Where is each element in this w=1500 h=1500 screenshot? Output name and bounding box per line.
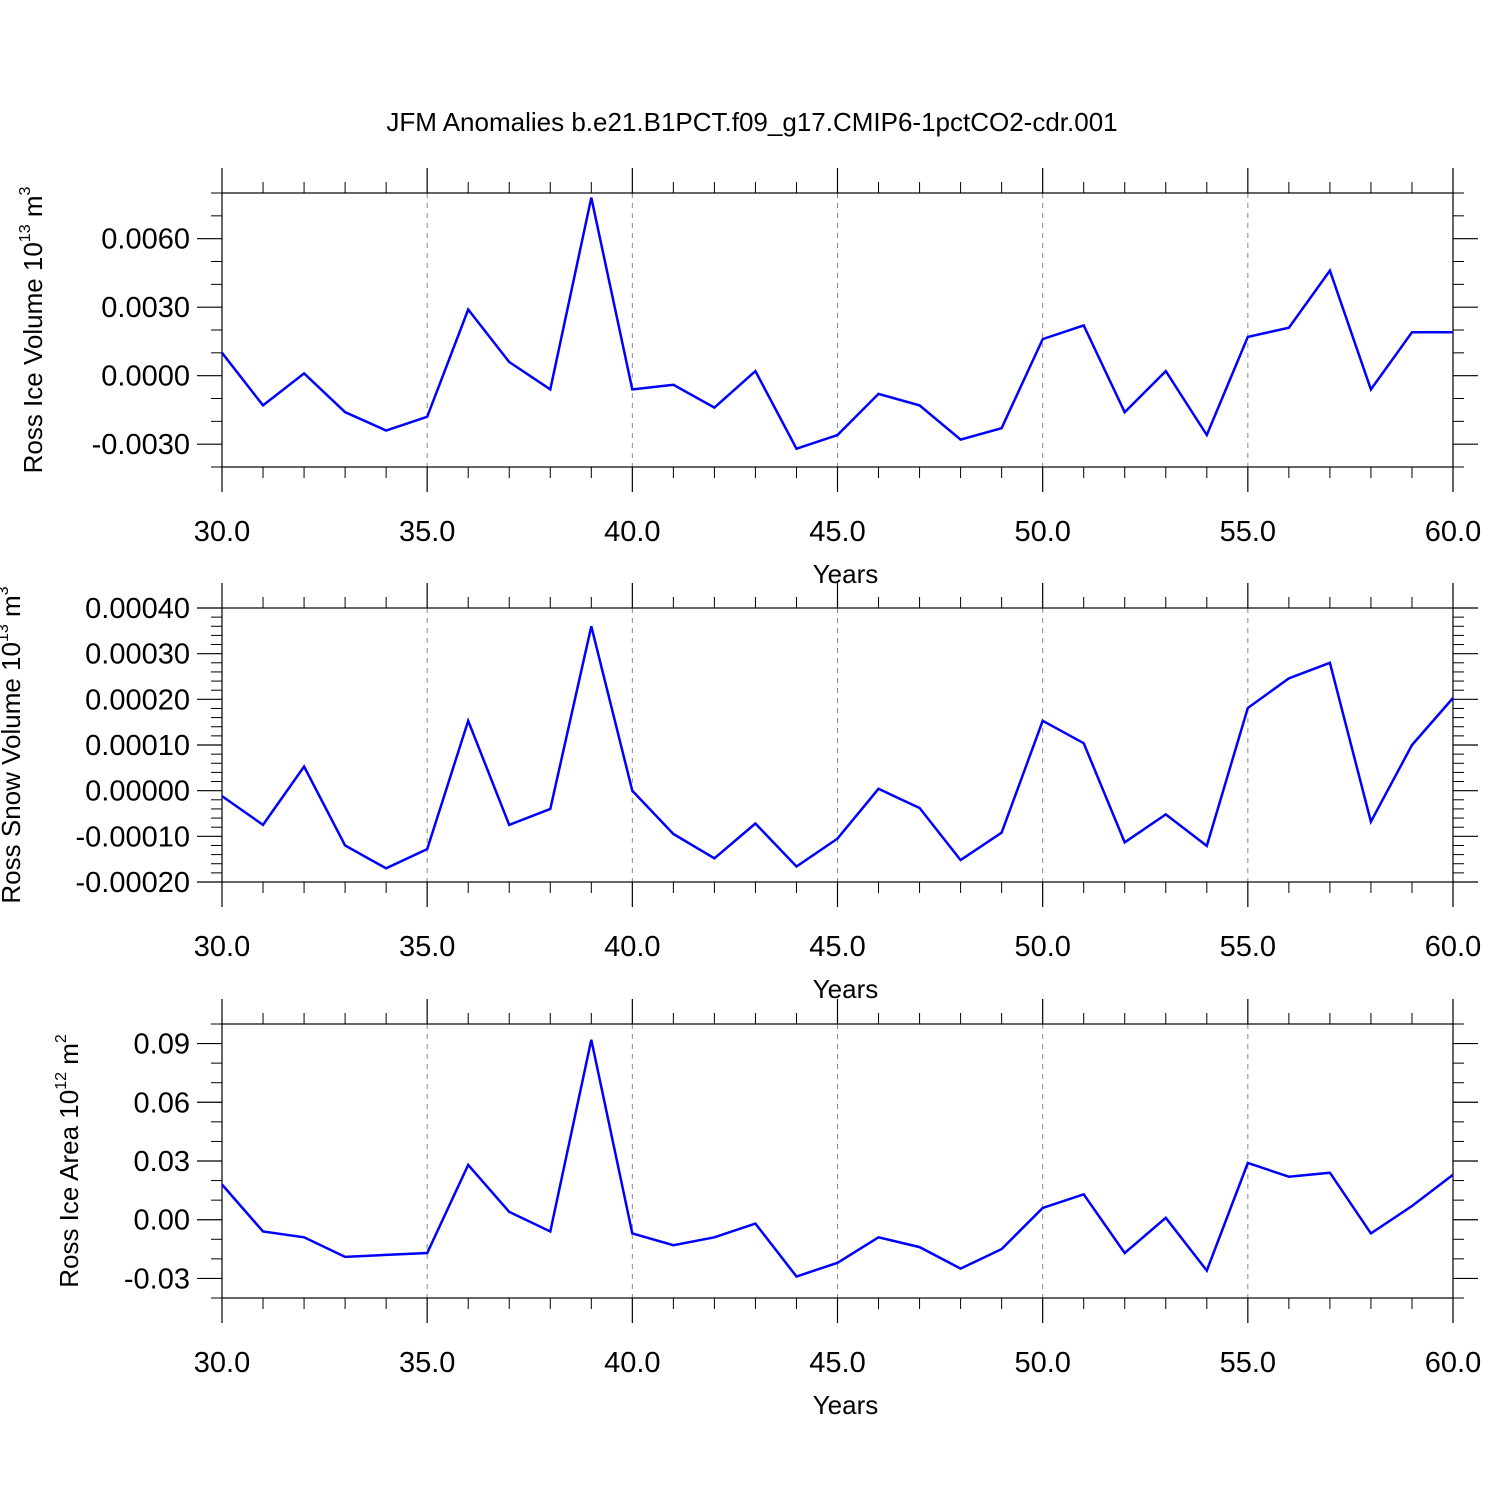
- y-tick-label: 0.00040: [85, 593, 190, 625]
- y-tick-label: 0.06: [134, 1087, 190, 1119]
- y-tick-label: 0.00020: [85, 684, 190, 716]
- y-axis-label: Ross Ice Area 1012 m2: [53, 1034, 84, 1288]
- y-axis-label-exponent: 13: [0, 624, 12, 642]
- y-axis-label-unit-exponent: 2: [53, 1034, 70, 1043]
- x-axis-label: Years: [813, 559, 879, 589]
- y-axis-label-unit: m: [0, 595, 26, 624]
- y-axis-label-unit-exponent: 3: [0, 586, 12, 595]
- x-tick-label: 50.0: [1014, 1347, 1070, 1379]
- x-tick-label: 35.0: [399, 931, 455, 963]
- x-tick-label: 35.0: [399, 516, 455, 548]
- y-axis-label-exponent: 12: [53, 1072, 70, 1090]
- x-tick-label: 50.0: [1014, 516, 1070, 548]
- x-tick-label: 50.0: [1014, 931, 1070, 963]
- x-axis-label: Years: [813, 1390, 879, 1420]
- x-tick-label: 40.0: [604, 516, 660, 548]
- y-axis-label-unit: m: [18, 195, 48, 224]
- x-tick-label: 30.0: [194, 931, 250, 963]
- x-tick-label: 55.0: [1220, 516, 1276, 548]
- series-line: [221, 625, 1454, 870]
- y-axis-label: Ross Ice Volume 1013 m3: [17, 186, 48, 473]
- x-tick-label: 40.0: [604, 931, 660, 963]
- y-tick-label: 0.00010: [85, 730, 190, 762]
- y-axis-label-main: Ross Snow Volume 10: [0, 642, 26, 904]
- panel-snow-volume: 30.0 35.0 40.0 45.0 50.0 55.0 60.0 -0.00020 -0.0…: [0, 583, 1481, 1004]
- x-tick-label: 60.0: [1425, 931, 1481, 963]
- panel-ice-area: 30.0 35.0 40.0 45.0 50.0 55.0 60.0 -0.03 0.00 0.0…: [53, 999, 1481, 1420]
- x-tick-label: 30.0: [194, 1347, 250, 1379]
- x-tick-label: 45.0: [809, 1347, 865, 1379]
- y-tick-label: 0.0000: [101, 361, 190, 393]
- x-tick-label: 40.0: [604, 1347, 660, 1379]
- y-tick-label: 0.09: [134, 1029, 190, 1061]
- series-line: [221, 197, 1453, 451]
- y-tick-label: 0.00030: [85, 639, 190, 671]
- x-tick-label: 30.0: [194, 516, 250, 548]
- y-tick-label: 0.00000: [85, 776, 190, 808]
- y-axis-label-unit-exponent: 3: [17, 186, 34, 195]
- y-axis-label: Ross Snow Volume 1013 m3: [0, 586, 26, 903]
- y-tick-label: -0.00010: [76, 821, 191, 853]
- y-tick-label: -0.0030: [92, 429, 190, 461]
- y-tick-label: 0.03: [134, 1146, 190, 1178]
- y-tick-label: 0.0060: [101, 224, 190, 256]
- x-axis-label: Years: [813, 974, 879, 1004]
- y-tick-label: 0.00: [134, 1205, 190, 1237]
- figure-title: JFM Anomalies b.e21.B1PCT.f09_g17.CMIP6-…: [386, 107, 1117, 137]
- y-tick-label: -0.03: [124, 1263, 190, 1295]
- series-line: [221, 1039, 1454, 1278]
- x-tick-label: 60.0: [1425, 516, 1481, 548]
- y-tick-label: 0.0030: [101, 292, 190, 324]
- x-tick-label: 55.0: [1220, 1347, 1276, 1379]
- x-tick-label: 35.0: [399, 1347, 455, 1379]
- x-tick-label: 55.0: [1220, 931, 1276, 963]
- x-tick-label: 45.0: [809, 516, 865, 548]
- y-tick-label: -0.00020: [76, 867, 191, 899]
- x-tick-label: 45.0: [809, 931, 865, 963]
- x-tick-label: 60.0: [1425, 1347, 1481, 1379]
- y-axis-label-unit: m: [54, 1043, 84, 1072]
- panel-ice-volume: 30.0 35.0 40.0 45.0 50.0 55.0 60.0 -0.0030 0.000…: [17, 168, 1481, 589]
- y-axis-label-main: Ross Ice Volume 10: [18, 242, 48, 473]
- y-axis-label-main: Ross Ice Area 10: [54, 1090, 84, 1288]
- y-axis-label-exponent: 13: [17, 224, 34, 242]
